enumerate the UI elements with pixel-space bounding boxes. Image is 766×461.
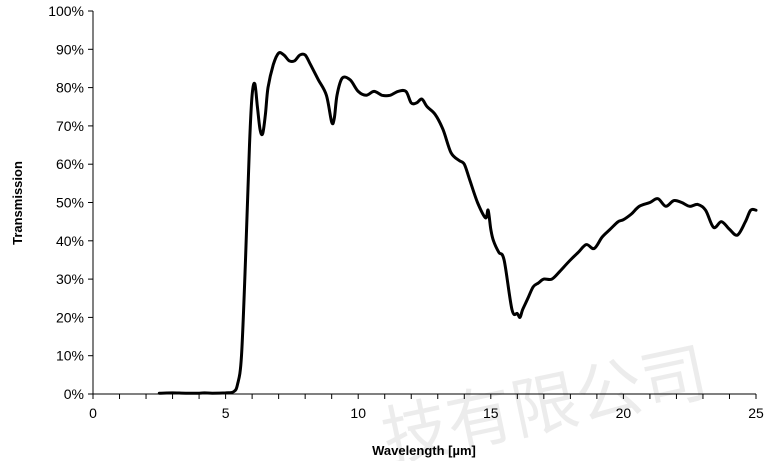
y-tick-label: 50% [56, 195, 84, 211]
y-tick-label: 80% [56, 80, 84, 96]
y-tick-label: 30% [56, 271, 84, 287]
y-tick-label: 60% [56, 156, 84, 172]
y-axis-title: Transmission [10, 161, 25, 245]
y-tick-label: 40% [56, 233, 84, 249]
x-tick-label: 15 [483, 405, 499, 421]
x-axis-title: Wavelength [µm] [372, 443, 476, 458]
watermark: 技有限公司 [375, 334, 714, 461]
x-tick-label: 5 [222, 405, 230, 421]
y-tick-label: 70% [56, 118, 84, 134]
y-tick-label: 20% [56, 309, 84, 325]
y-tick-label: 10% [56, 348, 84, 364]
watermark-text: 技有限公司 [375, 334, 714, 461]
series [157, 51, 758, 395]
y-tick-label: 0% [64, 386, 84, 402]
x-tick-label: 20 [616, 405, 632, 421]
ticks [88, 10, 757, 399]
x-tick-label: 25 [748, 405, 764, 421]
x-tick-label: 0 [89, 405, 97, 421]
labels: 0% 10% 20% 30% 40% 50% 60% 70% 80% 90% 100% 0 5 10 15 2… [48, 3, 764, 421]
y-tick-label: 90% [56, 41, 84, 57]
axes [92, 11, 756, 395]
x-tick-label: 10 [350, 405, 366, 421]
y-tick-label: 100% [48, 3, 84, 19]
transmission-series-line [157, 51, 758, 395]
